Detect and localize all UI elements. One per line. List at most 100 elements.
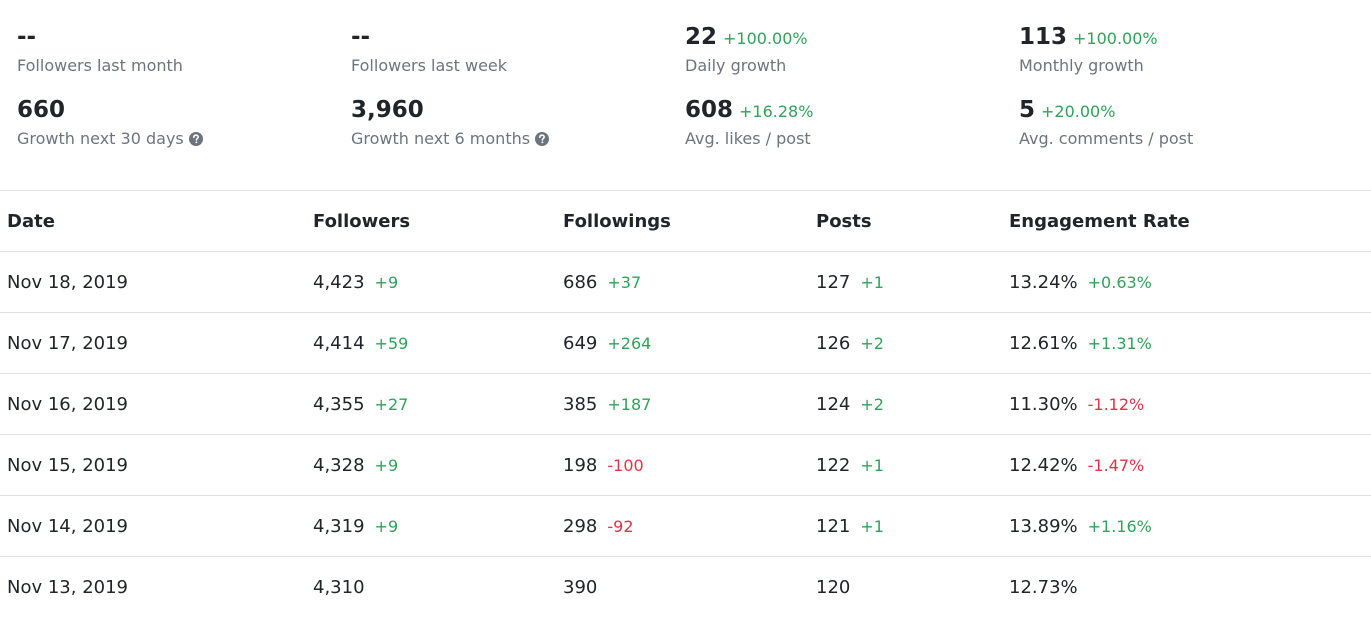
stat-label: Growth next 6 months bbox=[351, 127, 530, 151]
table-cell: 385+187 bbox=[556, 374, 809, 435]
cell-change: +9 bbox=[375, 273, 399, 292]
stat-change: +100.00% bbox=[723, 29, 808, 48]
column-header: Followers bbox=[306, 191, 556, 252]
stat-card: -- Followers last week bbox=[351, 20, 685, 79]
table-cell: Nov 18, 2019 bbox=[0, 252, 306, 313]
table-cell: Nov 17, 2019 bbox=[0, 313, 306, 374]
column-header: Date bbox=[0, 191, 306, 252]
table-cell: 13.24% +0.63% bbox=[1002, 252, 1371, 313]
cell-value: 649 bbox=[563, 333, 597, 354]
table-cell: 122+1 bbox=[809, 435, 1002, 496]
cell-value: Nov 13, 2019 bbox=[7, 577, 128, 598]
column-header: Followings bbox=[556, 191, 809, 252]
table-cell: 127 +1 bbox=[809, 252, 1002, 313]
stat-label-row: Followers last month bbox=[17, 54, 351, 78]
cell-change: +9 bbox=[375, 517, 399, 536]
stat-card: --Followers last month bbox=[17, 20, 351, 79]
table-cell: 4,423+9 bbox=[306, 252, 556, 313]
stat-card: 22+100.00%Daily growth bbox=[685, 20, 1019, 79]
table-cell: Nov 15, 2019 bbox=[0, 435, 306, 496]
stat-card: 660 Growth next 30 days bbox=[17, 93, 351, 152]
table-cell: 4,310 bbox=[306, 557, 556, 617]
cell-change: -1.47% bbox=[1088, 456, 1145, 475]
table-row: Nov 13, 2019 4,310 390 120 12.73% bbox=[0, 557, 1371, 617]
table-cell: Nov 16, 2019 bbox=[0, 374, 306, 435]
stat-value-row: 660 bbox=[17, 93, 351, 127]
cell-value: 385 bbox=[563, 394, 597, 415]
table-cell: 11.30% -1.12% bbox=[1002, 374, 1371, 435]
cell-change: -100 bbox=[607, 456, 643, 475]
cell-change: +37 bbox=[607, 273, 641, 292]
cell-value: 12.61% bbox=[1009, 333, 1078, 354]
stat-value-row: -- bbox=[351, 20, 685, 54]
stat-value: -- bbox=[351, 24, 370, 50]
stat-label-row: Growth next 6 months bbox=[351, 127, 685, 151]
cell-change: +1.16% bbox=[1088, 517, 1152, 536]
stat-value: 608 bbox=[685, 97, 733, 123]
stat-label: Daily growth bbox=[685, 54, 786, 78]
table-cell: 4,319 +9 bbox=[306, 496, 556, 557]
table-cell: 4,355+27 bbox=[306, 374, 556, 435]
stat-label-row: Avg. likes / post bbox=[685, 127, 1019, 151]
cell-value: 12.73% bbox=[1009, 577, 1078, 598]
cell-value: 11.30% bbox=[1009, 394, 1078, 415]
stats-panel: --Followers last month--Followers last w… bbox=[17, 20, 1357, 152]
table-cell: Nov 14, 2019 bbox=[0, 496, 306, 557]
table-cell: 4,414+59 bbox=[306, 313, 556, 374]
column-header: Engagement Rate bbox=[1002, 191, 1371, 252]
cell-value: 122 bbox=[816, 455, 850, 476]
table-cell: 120 bbox=[809, 557, 1002, 617]
cell-value: 127 bbox=[816, 272, 850, 293]
table-cell: 12.73% bbox=[1002, 557, 1371, 617]
stat-label-row: Daily growth bbox=[685, 54, 1019, 78]
cell-value: 120 bbox=[816, 577, 850, 598]
cell-value: 13.89% bbox=[1009, 516, 1078, 537]
cell-change: +2 bbox=[860, 334, 884, 353]
stat-value: 3,960 bbox=[351, 97, 424, 123]
stat-value: 660 bbox=[17, 97, 65, 123]
cell-change: -92 bbox=[607, 517, 633, 536]
help-icon[interactable] bbox=[535, 132, 549, 146]
help-icon[interactable] bbox=[189, 132, 203, 146]
table-cell: 121+1 bbox=[809, 496, 1002, 557]
cell-change: -1.12% bbox=[1088, 395, 1145, 414]
stat-value-row: -- bbox=[17, 20, 351, 54]
cell-change: +27 bbox=[375, 395, 409, 414]
cell-change: +0.63% bbox=[1088, 273, 1152, 292]
stat-label: Followers last week bbox=[351, 54, 507, 78]
stat-value: 113 bbox=[1019, 24, 1067, 50]
cell-value: 13.24% bbox=[1009, 272, 1078, 293]
cell-value: 4,328 bbox=[313, 455, 365, 476]
cell-value: 390 bbox=[563, 577, 597, 598]
stat-value-row: 113+100.00% bbox=[1019, 20, 1353, 54]
stat-label: Monthly growth bbox=[1019, 54, 1144, 78]
cell-change: +1 bbox=[860, 273, 884, 292]
table-cell: 124+2 bbox=[809, 374, 1002, 435]
stat-card: 3,960 Growth next 6 months bbox=[351, 93, 685, 152]
cell-value: 124 bbox=[816, 394, 850, 415]
stat-label: Avg. likes / post bbox=[685, 127, 811, 151]
stat-value: 5 bbox=[1019, 97, 1035, 123]
table-cell: 12.61%+1.31% bbox=[1002, 313, 1371, 374]
table-cell: 686+37 bbox=[556, 252, 809, 313]
stat-value-row: 22+100.00% bbox=[685, 20, 1019, 54]
table-cell: Nov 13, 2019 bbox=[0, 557, 306, 617]
cell-value: Nov 18, 2019 bbox=[7, 272, 128, 293]
stat-change: +20.00% bbox=[1041, 102, 1115, 121]
stat-label-row: Growth next 30 days bbox=[17, 127, 351, 151]
cell-value: 4,310 bbox=[313, 577, 365, 598]
stat-label-row: Avg. comments / post bbox=[1019, 127, 1353, 151]
table-cell: 4,328+9 bbox=[306, 435, 556, 496]
table-cell: 12.42%-1.47% bbox=[1002, 435, 1371, 496]
stat-card: 5 +20.00% Avg. comments / post bbox=[1019, 93, 1353, 152]
cell-value: 4,319 bbox=[313, 516, 365, 537]
stat-value-row: 3,960 bbox=[351, 93, 685, 127]
